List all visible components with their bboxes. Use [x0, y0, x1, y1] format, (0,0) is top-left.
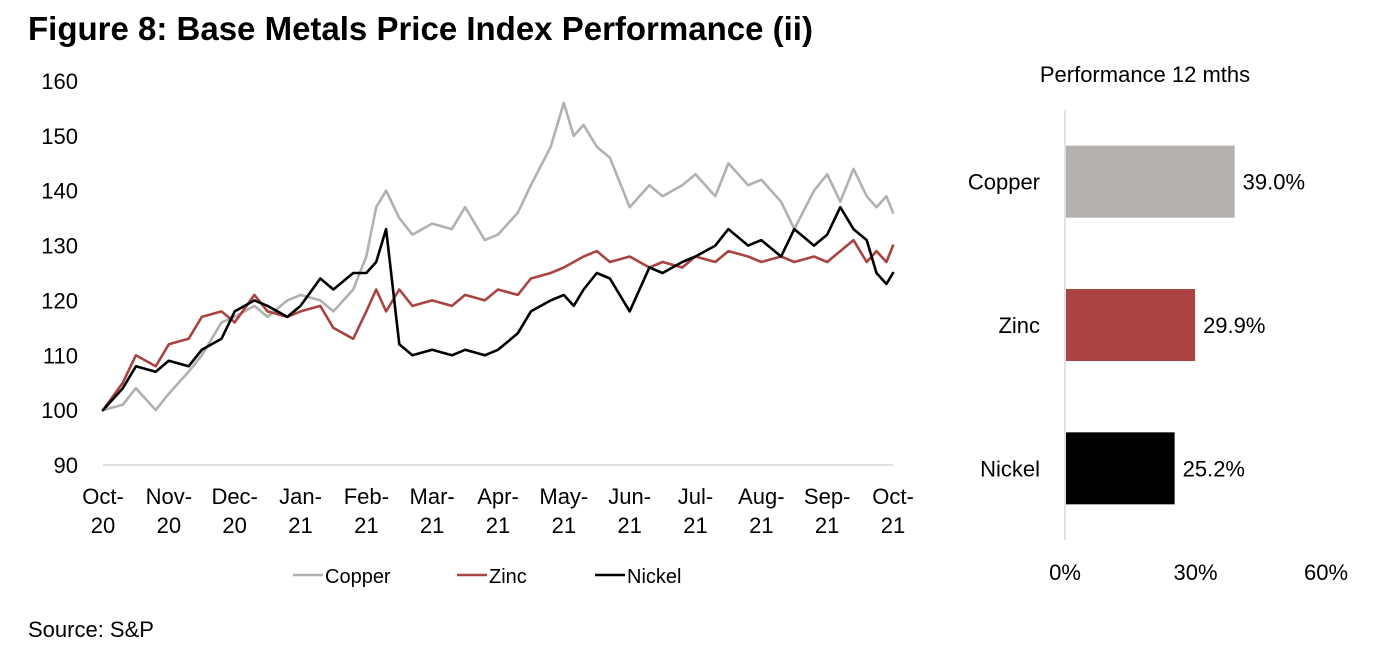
y-tick-label: 130 [41, 234, 78, 259]
x-tick-label-top: Feb- [344, 484, 389, 509]
y-tick-label: 100 [41, 398, 78, 423]
x-tick-2: Dec- 20 [211, 484, 257, 538]
line-chart-y-axis: 90 100 110 120 130 140 150 160 [41, 69, 78, 478]
x-tick-label-top: Jul- [678, 484, 713, 509]
x-tick-label-bottom: 21 [881, 513, 905, 538]
bar-x-tick-label: 0% [1049, 560, 1081, 585]
y-tick-label: 160 [41, 69, 78, 94]
legend-label: Copper [325, 566, 391, 588]
bar-nickel [1066, 432, 1175, 505]
legend-item-nickel: Nickel [595, 566, 681, 588]
y-tick-label: 150 [41, 124, 78, 149]
line-chart-series [101, 101, 895, 412]
x-tick-9: Jul- 21 [678, 484, 713, 538]
x-tick-11: Sep- 21 [804, 484, 850, 538]
bar-copper [1066, 145, 1235, 218]
bar-x-tick-label: 60% [1304, 560, 1348, 585]
bar-chart-title: Performance 12 mths [1040, 62, 1250, 87]
x-tick-5: Mar- 21 [410, 484, 455, 538]
y-tick-label: 120 [41, 288, 78, 313]
x-tick-label-top: May- [539, 484, 588, 509]
line-chart-x-axis: Oct-20Nov-20Dec-20Jan-21Feb-21Mar-21Apr-… [82, 484, 914, 538]
x-tick-label-top: Jun- [608, 484, 651, 509]
x-tick-12: Oct- 21 [872, 484, 914, 538]
x-tick-label-top: Apr- [477, 484, 519, 509]
x-tick-label-top: Nov- [146, 484, 192, 509]
x-tick-label-top: Sep- [804, 484, 850, 509]
x-tick-7: May- 21 [539, 484, 588, 538]
series-line-copper [101, 101, 895, 412]
y-tick-label: 110 [43, 343, 78, 368]
x-tick-label-top: Oct- [872, 484, 914, 509]
series-line-nickel [101, 205, 895, 412]
x-tick-label-bottom: 21 [486, 513, 510, 538]
legend-item-zinc: Zinc [457, 566, 527, 588]
x-tick-6: Apr- 21 [477, 484, 519, 538]
x-tick-label-bottom: 21 [420, 513, 444, 538]
x-tick-1: Nov- 20 [146, 484, 192, 538]
x-tick-4: Feb- 21 [344, 484, 389, 538]
x-tick-label-bottom: 21 [815, 513, 839, 538]
x-tick-label-top: Aug- [738, 484, 784, 509]
figure-title: Figure 8: Base Metals Price Index Perfor… [28, 10, 813, 47]
x-tick-3: Jan- 21 [279, 484, 322, 538]
bar-x-tick-label: 30% [1173, 560, 1217, 585]
x-tick-label-bottom: 20 [91, 513, 115, 538]
legend-item-copper: Copper [293, 566, 391, 588]
bar-category-label: Nickel [980, 456, 1040, 481]
line-chart-legend: Copper Zinc Nickel [293, 566, 681, 588]
x-tick-10: Aug- 21 [738, 484, 784, 538]
x-tick-label-bottom: 20 [157, 513, 181, 538]
x-tick-label-bottom: 21 [552, 513, 576, 538]
x-tick-label-bottom: 20 [222, 513, 246, 538]
x-tick-label-bottom: 21 [683, 513, 707, 538]
bar-group-copper: Copper 39.0% [968, 145, 1305, 218]
bar-chart-x-axis: 0% 30% 60% [1049, 560, 1348, 585]
x-tick-label-bottom: 21 [288, 513, 312, 538]
x-tick-0: Oct- 20 [82, 484, 124, 538]
legend-label: Zinc [489, 566, 527, 588]
x-tick-label-top: Dec- [211, 484, 257, 509]
bar-value-label: 39.0% [1243, 170, 1305, 195]
x-tick-label-top: Oct- [82, 484, 124, 509]
x-tick-label-bottom: 21 [749, 513, 773, 538]
bar-chart-bars: Copper 39.0% Zinc 29.9% Nickel 25.2% [968, 145, 1305, 505]
bar-category-label: Copper [968, 170, 1040, 195]
bar-value-label: 29.9% [1203, 313, 1265, 338]
bar-zinc [1066, 289, 1196, 361]
source-note: Source: S&P [28, 617, 154, 642]
bar-category-label: Zinc [998, 313, 1040, 338]
x-tick-label-top: Mar- [410, 484, 455, 509]
x-tick-label-top: Jan- [279, 484, 322, 509]
x-tick-label-bottom: 21 [354, 513, 378, 538]
x-tick-label-bottom: 21 [617, 513, 641, 538]
legend-label: Nickel [627, 566, 681, 588]
y-tick-label: 90 [54, 453, 78, 478]
y-tick-label: 140 [41, 179, 78, 204]
bar-value-label: 25.2% [1183, 456, 1245, 481]
bar-group-zinc: Zinc 29.9% [998, 289, 1265, 361]
x-tick-8: Jun- 21 [608, 484, 651, 538]
bar-group-nickel: Nickel 25.2% [980, 432, 1245, 505]
